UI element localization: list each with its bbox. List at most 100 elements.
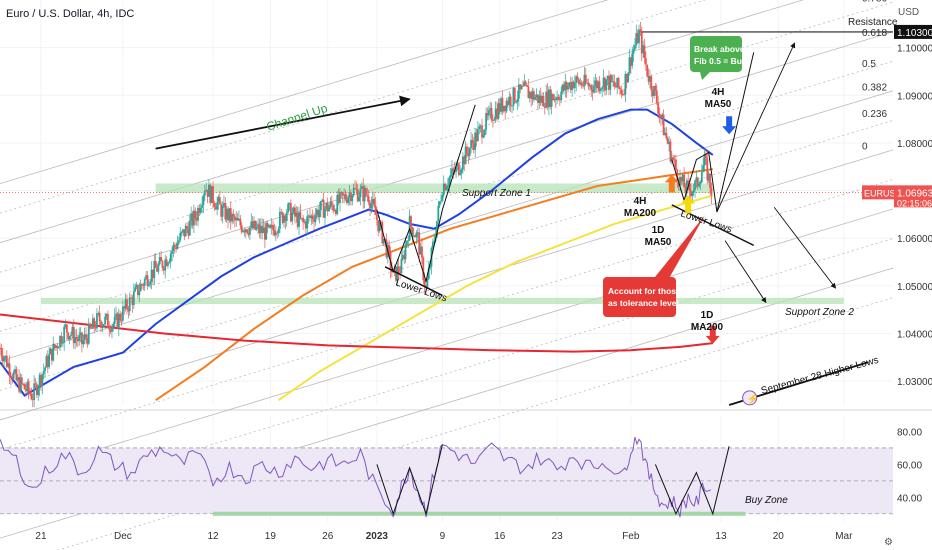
time-tick-label: 2023: [366, 531, 389, 542]
candle-body: [373, 198, 376, 206]
candle-body: [362, 186, 365, 202]
candle-body: [418, 232, 421, 255]
candle-body: [451, 168, 453, 175]
candle-body: [452, 168, 455, 171]
candle-body: [584, 74, 587, 83]
candle-body: [14, 369, 16, 373]
symbol-badge: [862, 185, 894, 200]
candle-body: [464, 146, 467, 165]
candle-body: [411, 226, 414, 237]
candle-body: [470, 140, 472, 149]
candle-body: [306, 216, 309, 229]
candle-body: [415, 232, 418, 238]
candle-body: [283, 215, 285, 223]
candle-body: [4, 355, 7, 358]
ma50-1d-label-2: MA50: [645, 237, 672, 248]
candle-body: [108, 327, 111, 330]
candle-body: [517, 84, 520, 99]
candle-body: [569, 82, 572, 90]
candle-body: [220, 204, 223, 217]
candle-body: [657, 102, 660, 114]
candle-body: [117, 313, 120, 328]
candle-body: [281, 212, 284, 223]
candle-body: [296, 212, 299, 227]
candle-body: [20, 377, 23, 384]
candle-body: [400, 258, 403, 273]
candle-body: [532, 91, 535, 100]
candle-body: [307, 215, 310, 217]
candle-body: [123, 306, 126, 309]
candle-body: [263, 227, 266, 240]
candle-body: [50, 348, 53, 361]
candle-body: [258, 224, 261, 234]
candle-body: [557, 96, 560, 100]
candle-body: [507, 100, 509, 105]
time-tick-label: 19: [265, 531, 277, 542]
candle-body: [632, 49, 635, 54]
channel-line: [0, 0, 804, 244]
candle-body: [135, 284, 138, 288]
break-above-label-1: Break above: [694, 44, 745, 54]
candle-body: [423, 279, 426, 287]
candle-body: [459, 172, 462, 175]
price-tick-label: 1.03000: [897, 377, 932, 388]
candle-body: [688, 183, 691, 191]
candle-body: [251, 221, 254, 229]
candle-body: [535, 94, 538, 98]
candle-body: [700, 172, 703, 183]
channel-line: [0, 90, 894, 362]
candle-body: [191, 213, 194, 226]
candle-body: [146, 275, 149, 286]
candle-body: [279, 211, 281, 229]
candle-body: [378, 221, 381, 232]
candle-body: [75, 337, 78, 340]
candle-body: [259, 225, 262, 234]
candle-body: [332, 205, 335, 211]
candle-body: [703, 153, 706, 166]
channel-line: [57, 297, 894, 550]
candle-body: [109, 329, 112, 332]
candle-body: [356, 189, 359, 202]
candle-body: [501, 98, 504, 112]
candle-body: [680, 176, 683, 182]
candle-body: [201, 204, 203, 208]
candle-body: [579, 82, 582, 85]
candle-body: [49, 348, 52, 355]
candle-body: [79, 332, 82, 336]
candle-body: [524, 81, 527, 85]
candle-body: [698, 184, 701, 187]
candle-body: [231, 214, 234, 222]
candle-body: [227, 208, 229, 221]
candle-body: [216, 202, 219, 210]
candle-body: [643, 45, 646, 59]
candle-body: [475, 132, 478, 142]
candle-body: [638, 29, 640, 44]
candle-body: [168, 261, 171, 263]
candle-body: [647, 75, 650, 82]
candle-body: [505, 100, 508, 112]
candle-body: [563, 84, 565, 91]
candle-body: [627, 72, 630, 83]
candle-body: [634, 45, 636, 50]
candle-body: [128, 297, 131, 312]
candle-body: [653, 86, 655, 96]
ma50-4h-label-1: 4H: [712, 87, 725, 98]
resistance-price: 1.10300: [897, 28, 932, 39]
candle-body: [583, 74, 586, 86]
candle-body: [34, 383, 37, 385]
candle-body: [681, 174, 684, 182]
candle-body: [610, 75, 613, 82]
candle-body: [284, 215, 287, 222]
time-tick-label: 20: [773, 531, 785, 542]
ma200-4h-arrow: [664, 174, 679, 193]
candle-body: [474, 132, 477, 150]
candle-body: [221, 205, 224, 217]
candle-body: [538, 95, 541, 104]
candle-body: [573, 82, 576, 88]
candle-body: [683, 174, 685, 188]
candle-body: [669, 141, 672, 162]
candle-body: [311, 215, 314, 220]
candles: [0, 22, 713, 408]
candle-body: [341, 192, 344, 196]
candle-body: [299, 212, 302, 219]
